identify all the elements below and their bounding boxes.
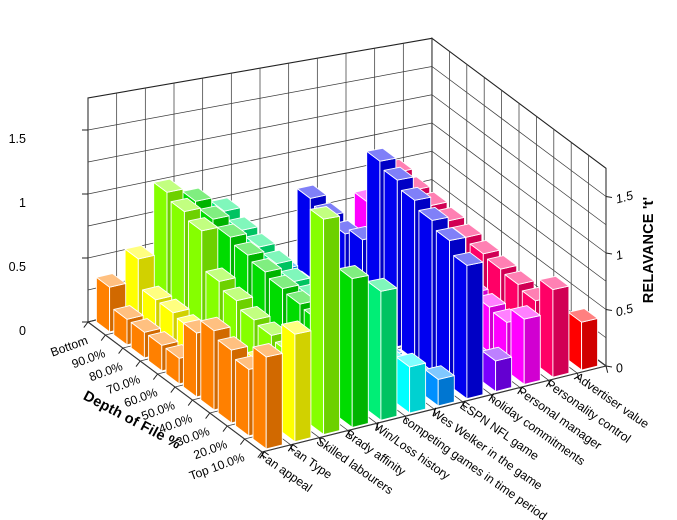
bar — [510, 305, 541, 385]
bar — [309, 206, 341, 435]
bar — [539, 275, 570, 378]
z-axis-tick-label: 1.5 — [9, 132, 26, 146]
z-axis-tick-label: 1 — [19, 196, 26, 210]
z-axis-tick-label: 0.5 — [614, 301, 634, 319]
bar — [453, 251, 484, 400]
bar — [481, 346, 513, 392]
z-axis-tick-label: 0 — [19, 324, 26, 338]
bar — [367, 277, 398, 421]
z-axis-tick-label: 1.5 — [614, 188, 634, 206]
bar — [338, 265, 369, 428]
bar — [424, 365, 455, 407]
bar — [252, 343, 283, 450]
bar — [567, 308, 599, 371]
z-axis-title: RELAVANCE 't' — [641, 197, 657, 303]
bar-series-fan-appeal — [95, 273, 283, 450]
z-axis-tick-label: 0.5 — [9, 260, 26, 274]
z-axis-tick-label: 0 — [614, 361, 624, 376]
z-axis-tick-label: 1 — [614, 248, 624, 263]
bar — [281, 320, 312, 443]
bar — [395, 352, 427, 414]
bars — [95, 147, 599, 450]
